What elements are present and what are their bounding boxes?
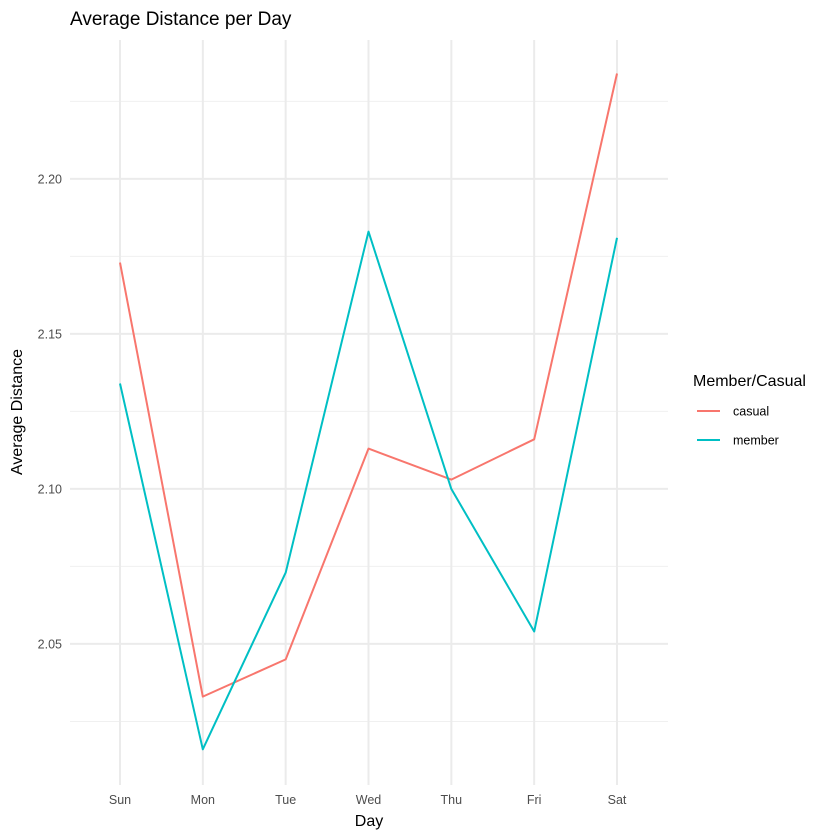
y-tick-labels: 2.05 2.10 2.15 2.20: [38, 172, 62, 651]
x-tick-label: Mon: [191, 793, 215, 807]
x-tick-label: Sat: [608, 793, 627, 807]
x-axis-title: Day: [355, 813, 383, 830]
series-lines: [119, 73, 618, 751]
gridlines-x: [119, 40, 618, 785]
x-tick-label: Thu: [441, 793, 463, 807]
y-tick-label: 2.20: [38, 172, 62, 186]
y-axis-title: Average Distance: [9, 349, 26, 475]
y-tick-label: 2.05: [38, 637, 62, 651]
x-tick-label: Wed: [356, 793, 382, 807]
series-line-casual: [119, 73, 618, 698]
series-line-member: [119, 230, 618, 751]
legend-label-casual: casual: [733, 405, 769, 419]
x-tick-label: Tue: [275, 793, 296, 807]
legend-label-member: member: [733, 434, 779, 448]
chart-title: Average Distance per Day: [70, 9, 292, 30]
y-tick-label: 2.10: [38, 482, 62, 496]
legend: Member/Casual casual member: [693, 373, 806, 448]
legend-title: Member/Casual: [693, 373, 806, 390]
x-tick-label: Fri: [527, 793, 542, 807]
x-tick-label: Sun: [109, 793, 131, 807]
y-tick-label: 2.15: [38, 327, 62, 341]
x-tick-labels: Sun Mon Tue Wed Thu Fri Sat: [109, 793, 627, 807]
